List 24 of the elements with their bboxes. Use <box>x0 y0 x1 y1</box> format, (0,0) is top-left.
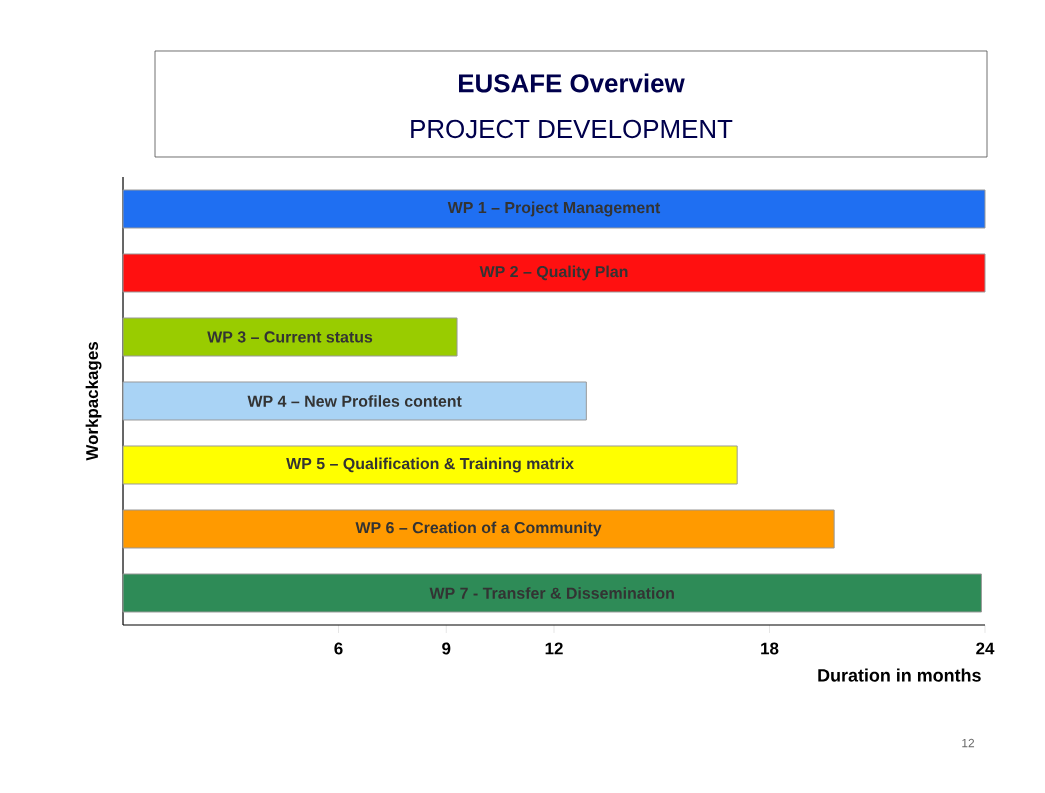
chart-subtitle: PROJECT DEVELOPMENT <box>411 119 733 139</box>
y-axis-title: Workpackages <box>85 342 102 461</box>
y-tick-label: WP 1 – Project Management <box>447 201 661 217</box>
y-tick-label: WP 3 – Current status <box>207 331 373 343</box>
x-tick-label: 18 <box>761 642 779 655</box>
bar <box>122 573 982 613</box>
bar <box>122 381 587 421</box>
y-tick-label: WP 2 – Quality Plan <box>479 265 628 281</box>
y-tick-label: WP 6 – Creation of a Community <box>355 521 602 537</box>
y-tick-label: WP 5 – Qualification & Training matrix <box>286 457 574 473</box>
bar <box>122 509 835 549</box>
bar <box>122 253 986 293</box>
x-tick-label: 6 <box>334 642 343 655</box>
x-axis-title: Duration in months <box>818 668 981 682</box>
chart-title: EUSAFE Overview <box>459 73 685 93</box>
bar <box>122 445 738 485</box>
bar <box>122 189 986 229</box>
x-tick-label: 9 <box>442 642 451 655</box>
bar <box>122 317 458 357</box>
y-tick-label: WP 4 – New Profiles content <box>247 395 462 407</box>
x-tick-label: 24 <box>976 642 995 655</box>
y-tick-label: WP 7 - Transfer & Dissemination <box>429 587 674 599</box>
text: 12 <box>962 738 975 748</box>
x-tick-label: 12 <box>545 642 563 655</box>
